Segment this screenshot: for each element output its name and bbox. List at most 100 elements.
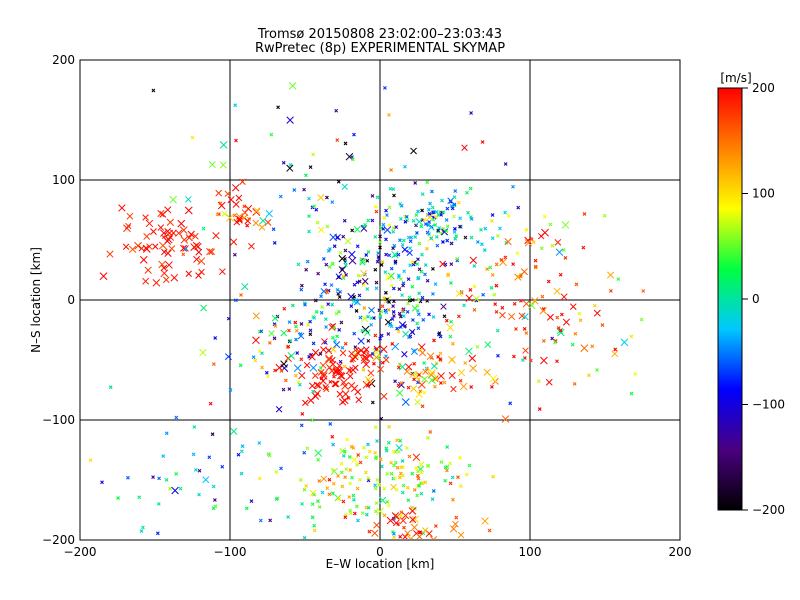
- data-point-cross: [344, 237, 352, 245]
- data-point: [459, 290, 464, 295]
- data-point: [433, 384, 437, 389]
- data-point-cross: [99, 272, 108, 281]
- data-point: [389, 283, 394, 288]
- data-point: [442, 314, 447, 319]
- data-point: [156, 501, 161, 506]
- data-point-cross: [122, 243, 130, 250]
- data-point: [433, 282, 438, 287]
- data-point-cross: [142, 214, 149, 221]
- data-point: [242, 204, 247, 209]
- data-point: [410, 298, 415, 302]
- data-point: [428, 430, 433, 434]
- data-point: [338, 359, 343, 364]
- data-point: [404, 214, 409, 219]
- data-point-cross: [528, 301, 536, 310]
- data-point-cross: [379, 496, 387, 504]
- data-point: [404, 445, 409, 450]
- data-point: [378, 234, 382, 239]
- data-point: [395, 438, 399, 443]
- data-point: [563, 256, 568, 260]
- data-point-cross: [411, 305, 419, 312]
- data-point: [369, 323, 374, 327]
- x-tick-label: 0: [376, 545, 384, 559]
- data-point: [370, 193, 375, 198]
- data-point: [374, 455, 379, 460]
- data-point: [391, 286, 396, 291]
- data-point: [416, 476, 421, 481]
- data-point: [358, 477, 362, 482]
- data-point-cross: [248, 242, 255, 250]
- data-point-cross: [236, 217, 243, 224]
- data-point: [392, 314, 396, 318]
- data-point: [302, 187, 306, 192]
- data-point: [375, 195, 380, 200]
- data-point: [415, 231, 419, 235]
- data-point-cross: [280, 329, 288, 337]
- data-point: [542, 214, 547, 219]
- data-point: [458, 484, 463, 488]
- data-point-cross: [404, 529, 411, 537]
- data-point: [208, 401, 213, 406]
- data-point: [348, 468, 353, 472]
- data-point-cross: [165, 261, 173, 269]
- data-point: [343, 475, 348, 480]
- data-point: [406, 385, 411, 390]
- data-point: [218, 201, 223, 206]
- data-point: [451, 497, 455, 502]
- data-point: [449, 204, 454, 208]
- data-point: [213, 498, 217, 502]
- data-point: [345, 437, 349, 442]
- data-point: [434, 361, 439, 366]
- data-point: [454, 234, 459, 238]
- data-point-cross: [225, 213, 234, 222]
- data-point-cross: [357, 337, 365, 345]
- data-point-cross: [350, 456, 359, 464]
- data-point: [374, 286, 379, 291]
- data-point: [382, 215, 387, 220]
- data-point: [454, 515, 459, 520]
- data-point: [351, 157, 355, 162]
- data-point: [392, 243, 397, 248]
- data-point-cross: [298, 371, 306, 380]
- data-point: [384, 237, 388, 242]
- data-point: [452, 214, 456, 219]
- data-point: [392, 463, 396, 468]
- data-point: [446, 273, 451, 278]
- data-point-cross: [142, 277, 150, 285]
- data-point: [393, 379, 397, 384]
- data-point: [420, 481, 425, 486]
- data-point: [341, 499, 346, 504]
- data-point: [339, 461, 344, 466]
- data-point: [386, 440, 391, 445]
- data-point: [381, 222, 386, 227]
- data-point: [379, 309, 384, 314]
- data-point-cross: [326, 364, 333, 371]
- data-point: [330, 434, 335, 439]
- data-point: [228, 388, 233, 392]
- data-point: [373, 509, 378, 514]
- data-point-cross: [401, 351, 408, 358]
- data-point: [423, 263, 428, 267]
- data-point-cross: [410, 523, 419, 532]
- data-point: [438, 351, 443, 356]
- data-point-cross: [311, 372, 319, 379]
- data-point-cross: [405, 363, 413, 371]
- data-point: [100, 480, 104, 485]
- data-point-cross: [341, 390, 350, 398]
- chart-subtitle: RwPretec (8p) EXPERIMENTAL SKYMAP: [255, 41, 505, 56]
- data-point: [441, 210, 446, 215]
- data-point: [325, 486, 330, 491]
- data-point: [174, 415, 179, 420]
- data-point: [366, 338, 371, 343]
- data-point: [360, 511, 365, 516]
- data-point-cross: [364, 329, 371, 336]
- data-point: [396, 522, 401, 526]
- data-point-cross: [312, 392, 320, 400]
- data-point: [533, 264, 538, 269]
- data-point-cross: [439, 260, 447, 268]
- data-point: [435, 243, 440, 248]
- data-point: [373, 450, 378, 455]
- data-point: [391, 246, 395, 251]
- data-point: [191, 452, 196, 457]
- data-point-cross: [421, 375, 429, 383]
